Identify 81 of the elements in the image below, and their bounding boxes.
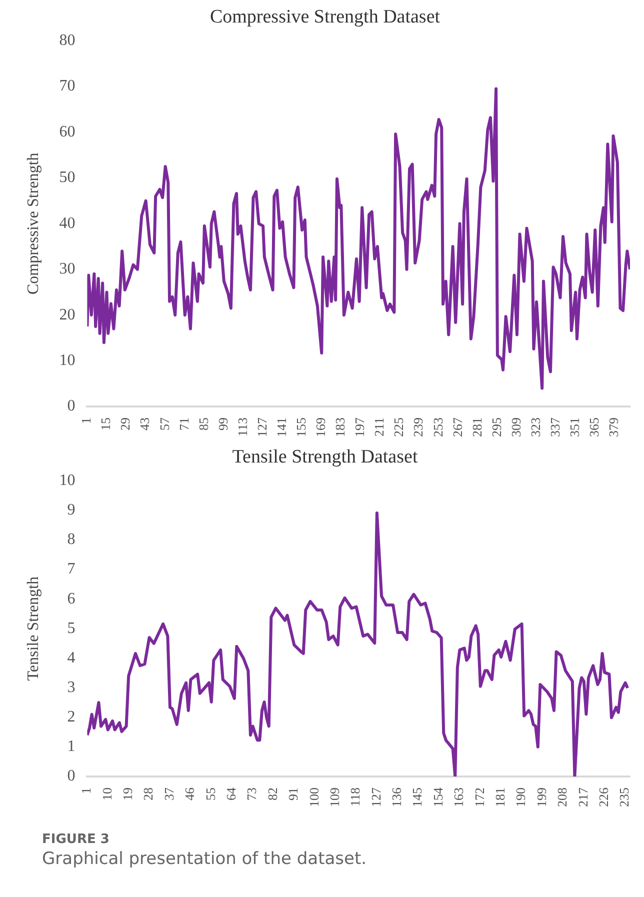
x-tick-label: 99 [215,418,230,430]
x-tick-label: 64 [223,787,238,800]
x-tick-label: 253 [430,418,446,437]
y-tick-label: 60 [59,123,76,140]
y-tick-label: 40 [59,214,76,232]
x-tick-label: 235 [616,788,632,807]
x-tick-label: 141 [274,418,289,437]
x-tick-label: 281 [469,418,484,437]
caption: FIGURE 3 [42,832,110,847]
x-tick-label: 37 [161,787,176,800]
x-tick-label: 57 [156,417,172,430]
y-tick-label: 5 [67,620,76,637]
y-tick-label: 9 [67,502,76,519]
x-tick-label: 295 [488,418,504,437]
x-tick-label: 211 [372,418,387,437]
x-tick-label: 172 [472,788,487,807]
y-tick-label: 20 [59,306,76,324]
x-tick-label: 43 [137,418,152,430]
x-tick-label: 379 [606,418,622,437]
x-tick-label: 55 [202,788,218,800]
y-tick-label: 50 [59,169,76,186]
x-tick-label: 29 [118,418,133,430]
y-axis-title: Compressive Strength [24,152,42,295]
x-tick-label: 19 [120,788,136,800]
x-tick-label: 267 [450,417,465,437]
x-tick-label: 46 [182,787,198,800]
x-tick-label: 85 [196,418,211,430]
x-tick-label: 351 [567,418,582,437]
x-tick-label: 136 [389,787,404,807]
x-tick-label: 163 [451,788,466,807]
y-tick-label: 80 [59,32,76,50]
x-tick-label: 309 [508,418,524,437]
x-tick-label: 217 [575,787,590,807]
x-tick-label: 145 [410,788,425,807]
x-tick-label: 1 [78,788,94,794]
x-tick-label: 239 [410,418,426,437]
y-tick-label: 6 [67,590,76,608]
x-tick-label: 181 [492,788,508,807]
x-tick-label: 183 [332,418,348,437]
y-tick-label: 7 [67,560,76,578]
chart-title: Compressive Strength Dataset [210,6,441,28]
x-tick-label: 113 [234,418,250,437]
y-tick-label: 0 [67,768,76,785]
x-tick-label: 127 [254,417,270,437]
x-tick-label: 100 [306,788,322,807]
x-tick-label: 73 [244,788,260,800]
chart-title: Tensile Strength Dataset [232,446,418,468]
y-tick-label: 1 [67,738,76,756]
x-tick-label: 323 [528,418,543,437]
y-tick-label: 2 [67,708,76,726]
x-tick-label: 15 [98,418,114,430]
y-axis-title: Tensile Strength [24,576,42,681]
x-tick-label: 226 [596,787,612,807]
x-tick-label: 365 [586,418,602,437]
text: Graphical presentation of the dataset. [42,849,368,869]
y-tick-label: 4 [67,649,76,666]
y-tick-label: 10 [59,472,76,490]
y-tick-label: 0 [67,398,76,415]
x-tick-label: 337 [547,417,562,437]
x-tick-label: 197 [352,417,368,437]
x-tick-label: 91 [286,788,301,800]
y-tick-label: 70 [59,78,76,95]
y-tick-label: 3 [67,678,76,696]
x-tick-label: 190 [513,788,528,807]
x-tick-label: 109 [326,788,342,807]
x-tick-label: 1 [78,418,94,424]
y-tick-label: 30 [59,260,76,278]
x-tick-label: 169 [313,418,328,437]
x-tick-label: 28 [140,788,156,800]
x-tick-label: 127 [368,787,384,807]
x-tick-label: 10 [99,788,114,800]
y-tick-label: 8 [67,531,76,548]
x-tick-label: 225 [391,418,406,437]
x-tick-label: 155 [294,418,309,437]
x-tick-label: 118 [348,788,363,807]
x-tick-label: 208 [554,788,570,807]
x-tick-label: 199 [534,788,549,807]
x-tick-label: 154 [430,787,446,807]
x-tick-label: 71 [176,418,192,430]
x-tick-label: 82 [264,788,280,800]
y-tick-label: 10 [59,352,76,369]
